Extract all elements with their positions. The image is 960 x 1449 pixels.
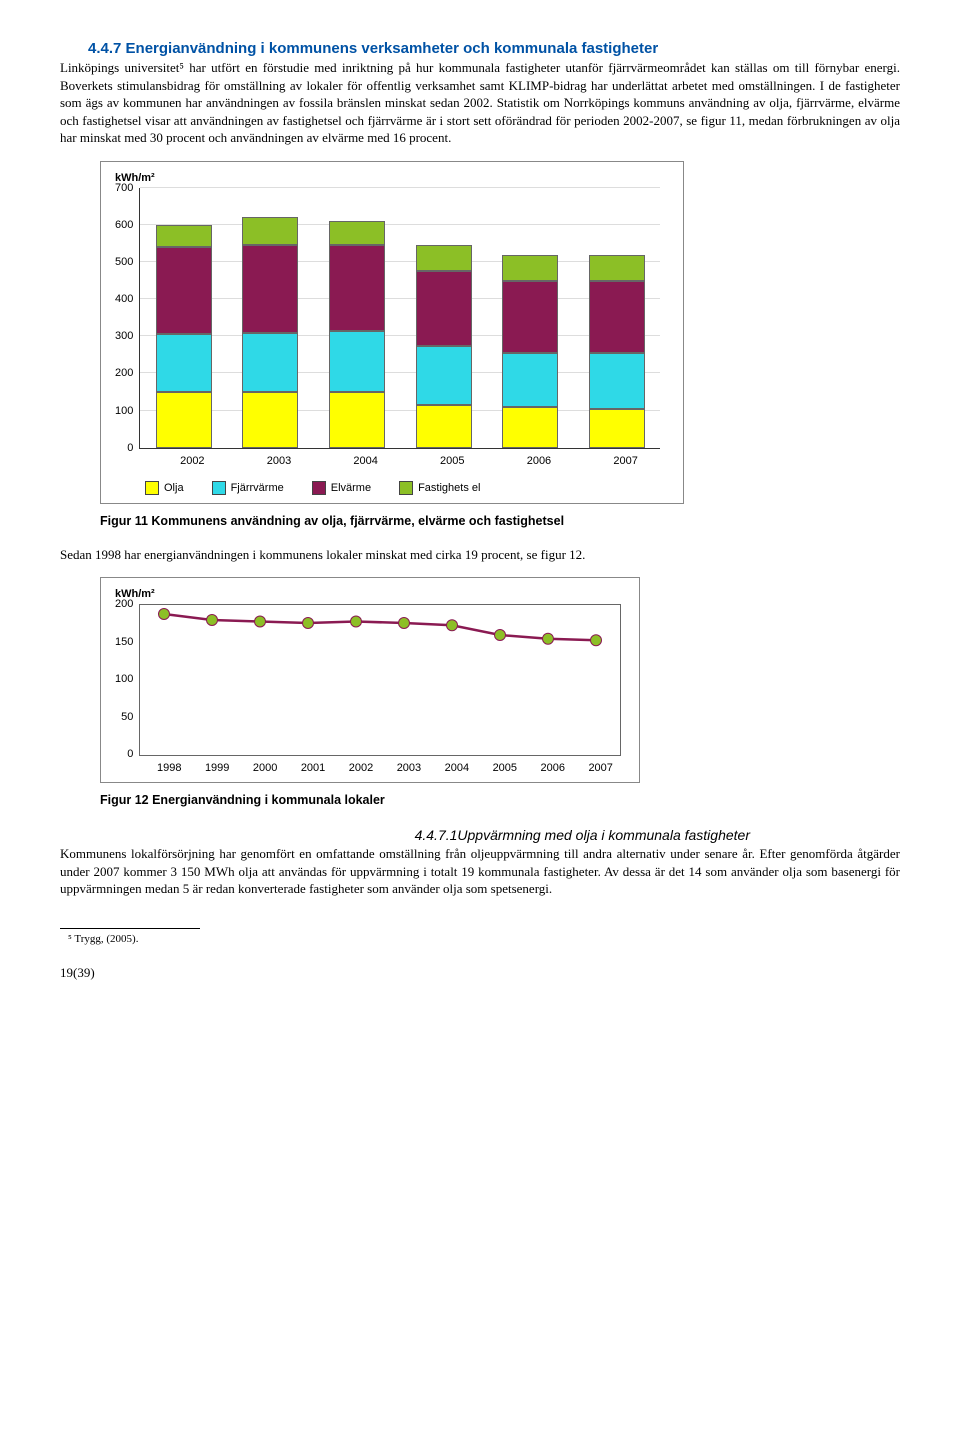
figure-12: kWh/m² 050100150200 19981999200020012002… bbox=[100, 577, 900, 783]
chart2-plot-area bbox=[139, 604, 621, 756]
chart1-plot-area bbox=[139, 188, 660, 449]
bar-2004 bbox=[329, 221, 385, 448]
section-heading: 4.4.7 Energianvändning i kommunens verks… bbox=[60, 40, 900, 57]
legend-item: Fjärrvärme bbox=[212, 481, 284, 495]
bar-2007 bbox=[589, 255, 645, 448]
paragraph-2: Sedan 1998 har energianvändningen i komm… bbox=[60, 546, 900, 564]
paragraph-3: Kommunens lokalförsörjning har genomfört… bbox=[60, 845, 900, 898]
paragraph-1: Linköpings universitet⁵ har utfört en fö… bbox=[60, 59, 900, 147]
figure-11: kWh/m² 0100200300400500600700 2002200320… bbox=[100, 161, 900, 504]
bar-2003 bbox=[242, 217, 298, 447]
chart1-x-ticks: 200220032004200520062007 bbox=[149, 455, 669, 467]
bar-2006 bbox=[502, 255, 558, 448]
figure-12-caption: Figur 12 Energianvändning i kommunala lo… bbox=[100, 793, 900, 807]
legend-item: Fastighets el bbox=[399, 481, 480, 495]
bar-2005 bbox=[416, 245, 472, 447]
chart1-y-unit: kWh/m² bbox=[115, 172, 669, 184]
chart2-y-unit: kWh/m² bbox=[115, 588, 625, 600]
chart2-x-ticks: 1998199920002001200220032004200520062007 bbox=[145, 762, 625, 774]
page-number: 19(39) bbox=[60, 965, 900, 981]
footnote: ⁵ Trygg, (2005). bbox=[68, 933, 900, 945]
chart2-y-ticks: 050100150200 bbox=[115, 604, 139, 754]
chart1-legend: Olja Fjärrvärme Elvärme Fastighets el bbox=[115, 481, 669, 495]
footnote-rule bbox=[60, 928, 200, 929]
subsection-heading: 4.4.7.1Uppvärmning med olja i kommunala … bbox=[60, 827, 900, 843]
chart1-y-ticks: 0100200300400500600700 bbox=[115, 188, 139, 448]
legend-item: Olja bbox=[145, 481, 184, 495]
bar-2002 bbox=[156, 225, 212, 448]
figure-11-caption: Figur 11 Kommunens användning av olja, f… bbox=[100, 514, 900, 528]
legend-item: Elvärme bbox=[312, 481, 371, 495]
